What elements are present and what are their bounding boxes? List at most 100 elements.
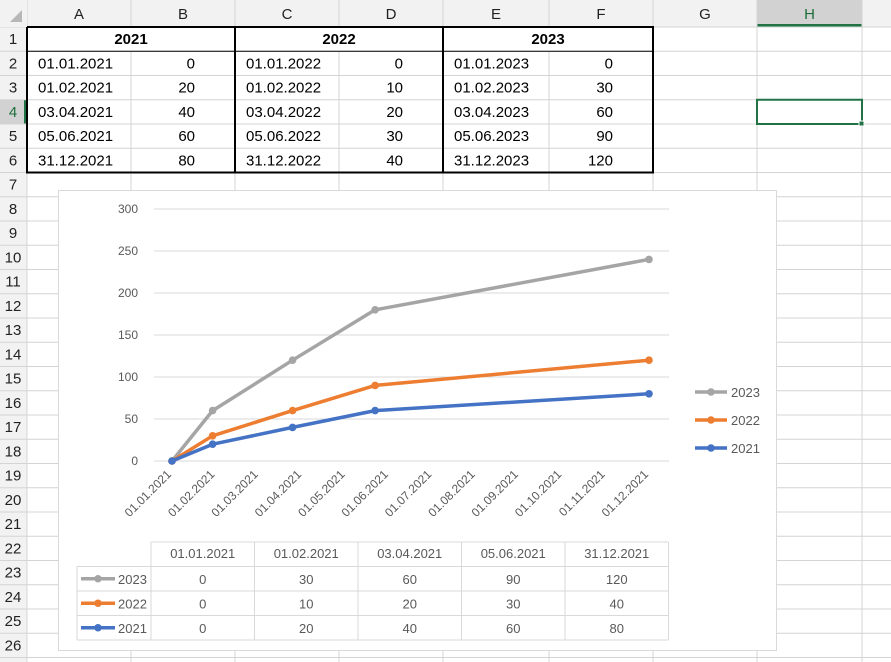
value-cell[interactable]: 30 [596, 80, 613, 97]
date-cell[interactable]: 03.04.2022 [246, 104, 321, 121]
date-cell[interactable]: 01.01.2021 [38, 55, 113, 72]
value-cell[interactable]: 120 [588, 152, 613, 169]
value-cell[interactable]: 60 [596, 104, 613, 121]
data-table-cell: 40 [610, 596, 624, 611]
row-header-20[interactable]: 20 [5, 492, 22, 509]
row-header-4[interactable]: 4 [9, 104, 17, 121]
series-line-2023[interactable] [170, 257, 650, 463]
date-cell[interactable]: 05.06.2021 [38, 128, 113, 145]
data-point-2023[interactable] [208, 406, 217, 415]
value-cell[interactable]: 0 [395, 55, 403, 72]
merged-header-cell [27, 27, 235, 51]
data-table-row-label: 2023 [118, 572, 147, 587]
value-cell[interactable]: 90 [596, 128, 613, 145]
date-cell[interactable]: 31.12.2022 [246, 152, 321, 169]
value-cell[interactable]: 0 [605, 55, 613, 72]
row-header-17[interactable]: 17 [5, 419, 22, 436]
data-point-2021[interactable] [288, 423, 297, 432]
data-point-2023[interactable] [371, 306, 379, 314]
column-header-f[interactable]: F [596, 6, 605, 23]
data-point-2023[interactable] [645, 255, 653, 264]
y-tick-label: 0 [131, 454, 138, 468]
value-cell[interactable]: 30 [386, 128, 403, 145]
fill-handle[interactable] [858, 120, 865, 127]
value-cell[interactable]: 20 [178, 80, 195, 97]
row-header-25[interactable]: 25 [5, 613, 22, 630]
row-header-7[interactable]: 7 [9, 177, 17, 194]
date-cell[interactable]: 03.04.2021 [38, 104, 113, 121]
selected-cell[interactable] [756, 98, 863, 125]
data-table-legend-marker-2021 [94, 623, 102, 632]
legend-label-2023[interactable]: 2023 [731, 385, 760, 400]
row-header-16[interactable]: 16 [5, 395, 22, 412]
value-cell[interactable]: 80 [178, 152, 195, 169]
date-cell[interactable]: 31.12.2023 [454, 152, 529, 169]
data-point-2022[interactable] [208, 432, 217, 440]
row-header-15[interactable]: 15 [5, 371, 22, 388]
column-header-c[interactable]: C [282, 6, 293, 23]
row-header-11[interactable]: 11 [5, 274, 21, 291]
year-header-2023[interactable]: 2023 [531, 31, 564, 48]
row-header-12[interactable]: 12 [5, 298, 22, 315]
date-cell[interactable]: 01.02.2022 [246, 80, 321, 97]
data-table-cell: 30 [506, 596, 520, 611]
date-cell[interactable]: 05.06.2023 [454, 128, 529, 145]
value-cell[interactable]: 40 [178, 104, 195, 121]
selected-column-header [757, 0, 862, 27]
series-line-2022[interactable] [171, 358, 650, 463]
column-header-a[interactable]: A [74, 6, 84, 23]
data-point-2022[interactable] [288, 406, 297, 415]
date-cell[interactable]: 01.02.2023 [454, 80, 529, 97]
data-point-2021[interactable] [168, 457, 176, 465]
row-header-13[interactable]: 13 [5, 322, 22, 339]
row-header-21[interactable]: 21 [5, 516, 22, 533]
data-point-2021[interactable] [208, 440, 217, 448]
data-table-legend-marker-2022 [94, 599, 102, 608]
data-point-2021[interactable] [371, 406, 379, 415]
y-tick-label: 200 [118, 286, 138, 300]
value-cell[interactable]: 40 [386, 152, 403, 169]
date-cell[interactable]: 01.01.2023 [454, 55, 529, 72]
date-cell[interactable]: 01.01.2022 [246, 55, 321, 72]
row-header-22[interactable]: 22 [5, 540, 22, 557]
data-point-2022[interactable] [371, 381, 379, 390]
row-header-23[interactable]: 23 [5, 565, 22, 582]
column-header-h[interactable]: H [804, 6, 815, 23]
select-all-corner[interactable] [0, 0, 27, 27]
row-header-5[interactable]: 5 [9, 128, 17, 145]
data-point-2023[interactable] [288, 356, 297, 364]
row-header-26[interactable]: 26 [5, 637, 22, 654]
legend-label-2022[interactable]: 2022 [731, 413, 760, 428]
row-header-6[interactable]: 6 [9, 152, 17, 169]
row-header-24[interactable]: 24 [5, 589, 22, 606]
column-header-e[interactable]: E [491, 6, 501, 23]
legend-label-2021[interactable]: 2021 [731, 441, 760, 456]
data-point-2022[interactable] [645, 356, 653, 364]
row-header-2[interactable]: 2 [9, 55, 17, 72]
value-cell[interactable]: 60 [178, 128, 195, 145]
date-cell[interactable]: 01.02.2021 [38, 80, 113, 97]
column-header-g[interactable]: G [699, 6, 711, 23]
date-cell[interactable]: 31.12.2021 [38, 152, 113, 169]
line-chart[interactable]: 0 50 100 150 200 250 300 01.01.2021 01.02.2021 01… [58, 190, 777, 651]
row-header-18[interactable]: 18 [5, 443, 22, 460]
value-cell[interactable]: 0 [187, 55, 195, 72]
x-tick-label: 01.12.2021 [599, 467, 652, 520]
value-cell[interactable]: 10 [386, 80, 403, 97]
year-header-2022[interactable]: 2022 [322, 31, 355, 48]
column-header-d[interactable]: D [386, 6, 397, 23]
row-header-14[interactable]: 14 [5, 346, 22, 363]
row-header-1[interactable]: 1 [9, 31, 17, 48]
row-header-8[interactable]: 8 [9, 201, 17, 218]
row-header-9[interactable]: 9 [9, 225, 17, 242]
row-header-3[interactable]: 3 [9, 80, 17, 97]
date-cell[interactable]: 03.04.2023 [454, 104, 529, 121]
value-cell[interactable]: 20 [386, 104, 403, 121]
date-cell[interactable]: 05.06.2022 [246, 128, 321, 145]
year-header-2021[interactable]: 2021 [114, 31, 147, 48]
row-header-10[interactable]: 10 [5, 249, 22, 266]
column-header-b[interactable]: B [178, 6, 188, 23]
row-header-19[interactable]: 19 [5, 468, 22, 485]
legend-marker-2023 [707, 388, 715, 396]
data-point-2021[interactable] [645, 390, 653, 398]
